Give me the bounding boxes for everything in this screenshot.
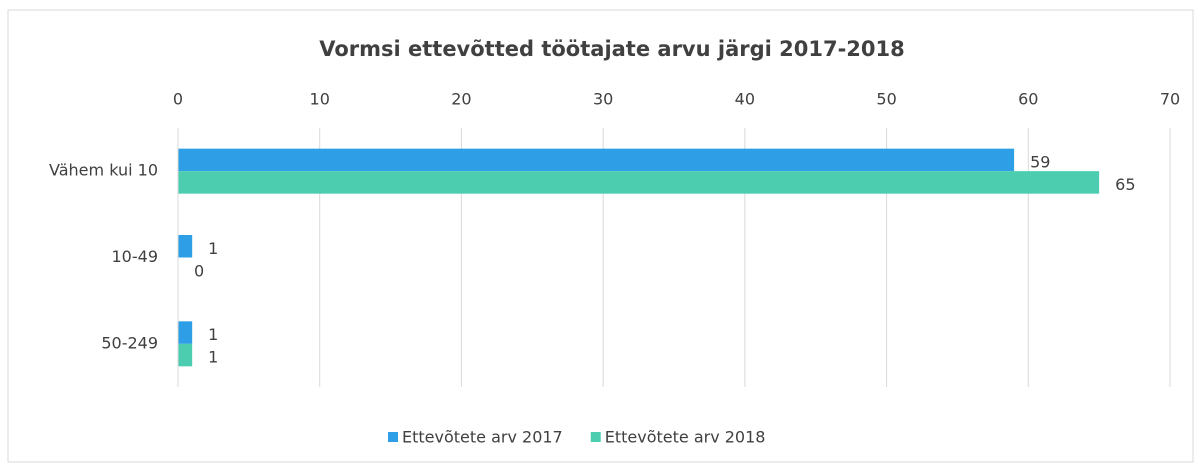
x-tick-label: 20 [451,90,471,109]
x-tick-label: 0 [173,90,183,109]
data-label: 65 [1115,175,1135,194]
bar [178,171,1100,194]
data-label: 1 [208,348,218,367]
x-tick-label: 30 [593,90,613,109]
x-tick-label: 40 [735,90,755,109]
chart-title: Vormsi ettevõtted töötajate arvu järgi 2… [319,37,905,61]
bar [178,343,193,367]
bar [178,148,1015,172]
y-tick-label: 50-249 [101,333,158,352]
y-tick-label: 10-49 [112,247,159,266]
chart-border [7,9,1194,463]
data-label: 1 [208,239,218,258]
data-label: 0 [194,261,204,280]
legend-swatch [388,432,398,442]
bar [178,235,193,258]
data-label: 59 [1030,152,1050,171]
x-tick-label: 10 [310,90,330,109]
legend-label: Ettevõtete arv 2017 [402,428,563,447]
y-tick-label: Vähem kui 10 [49,161,158,180]
legend-swatch [590,432,601,442]
x-tick-label: 70 [1160,90,1180,109]
legend-label: Ettevõtete arv 2018 [605,428,766,447]
x-tick-label: 50 [876,90,896,109]
x-tick-label: 60 [1018,90,1038,109]
data-label: 1 [208,325,218,344]
bar [178,321,193,344]
